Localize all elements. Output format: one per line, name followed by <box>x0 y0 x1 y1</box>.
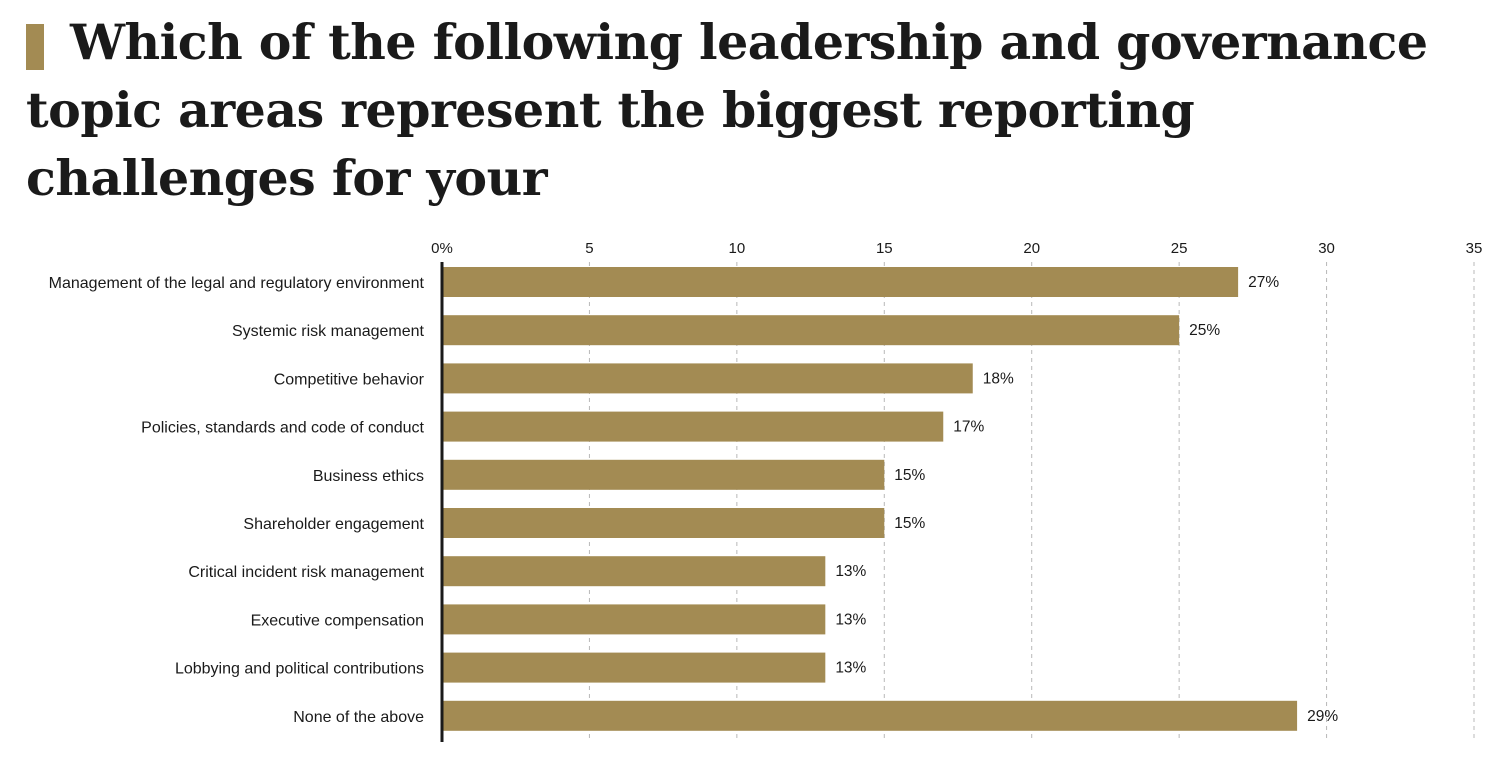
value-label: 17% <box>953 419 984 436</box>
bar <box>442 508 885 538</box>
value-label: 13% <box>835 660 866 677</box>
category-label: Executive compensation <box>251 612 424 629</box>
chart-title: Which of the following leadership and go… <box>26 13 1428 207</box>
x-tick-label: 35 <box>1466 240 1483 257</box>
bar <box>442 652 826 683</box>
x-tick-label: 15 <box>876 240 893 257</box>
value-label: 13% <box>835 563 866 580</box>
category-label: Critical incident risk management <box>188 564 424 581</box>
x-tick-label: 10 <box>729 240 746 257</box>
bar <box>442 604 826 635</box>
bar <box>442 700 1298 731</box>
bar <box>442 411 944 442</box>
bar <box>442 267 1239 297</box>
title-block: Which of the following leadership and go… <box>26 8 1496 212</box>
x-tick-label: 5 <box>585 240 593 257</box>
value-label: 18% <box>983 370 1014 387</box>
x-tick-label: 30 <box>1318 240 1335 257</box>
category-label: Management of the legal and regulatory e… <box>49 275 425 292</box>
category-label: None of the above <box>293 709 424 726</box>
value-label: 29% <box>1307 708 1338 725</box>
value-label: 27% <box>1248 274 1279 291</box>
category-label: Policies, standards and code of conduct <box>141 420 424 437</box>
category-label: Business ethics <box>313 468 424 485</box>
x-tick-label: 20 <box>1023 240 1040 257</box>
x-tick-label: 0% <box>431 240 453 257</box>
bar <box>442 315 1180 346</box>
value-label: 25% <box>1189 322 1220 339</box>
category-label: Shareholder engagement <box>243 516 424 533</box>
bar <box>442 363 973 394</box>
value-label: 13% <box>835 611 866 628</box>
title-marker <box>26 24 44 70</box>
category-label: Lobbying and political contributions <box>175 661 424 678</box>
bar <box>442 556 826 587</box>
category-label: Competitive behavior <box>274 371 425 388</box>
x-tick-label: 25 <box>1171 240 1188 257</box>
category-label: Systemic risk management <box>232 323 425 340</box>
bar <box>442 459 885 490</box>
value-label: 15% <box>894 467 925 484</box>
value-label: 15% <box>894 515 925 532</box>
